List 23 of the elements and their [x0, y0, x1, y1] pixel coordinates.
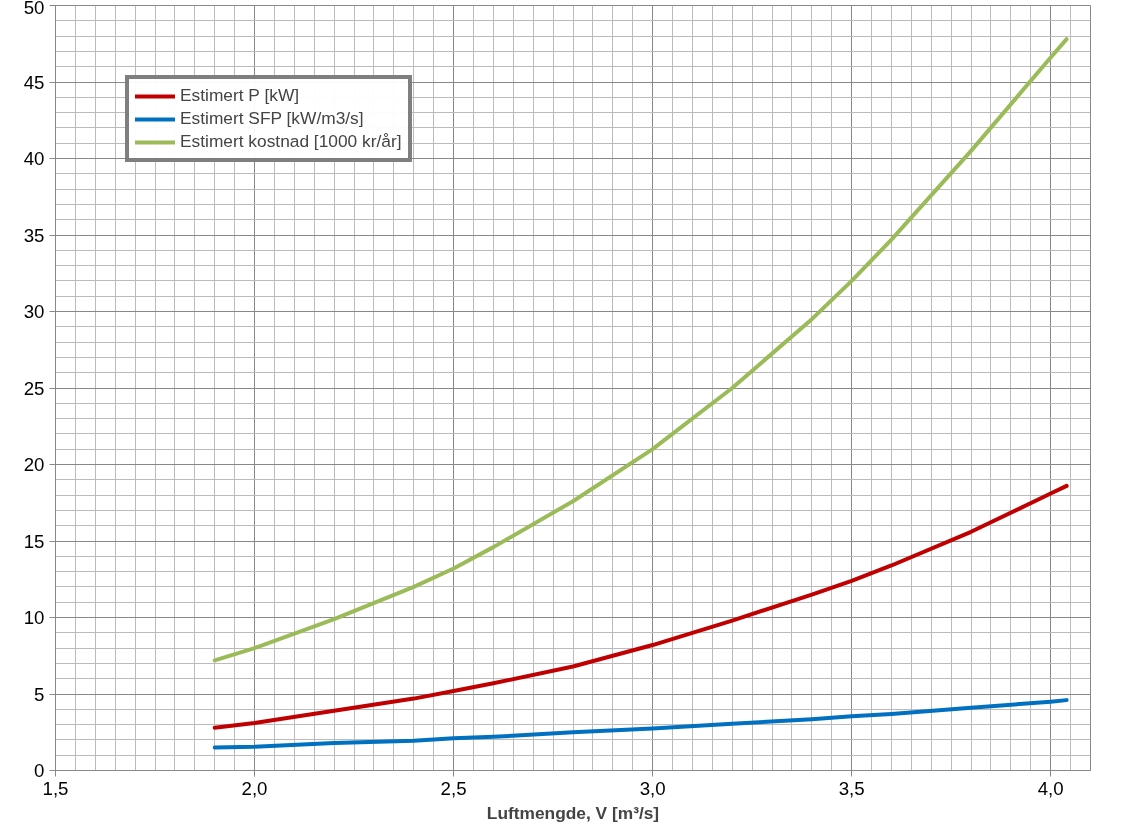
y-tick-label: 25 [23, 377, 45, 399]
legend-label: Estimert SFP [kW/m3/s] [180, 108, 364, 129]
x-tick-label: 3,5 [838, 777, 865, 799]
x-tick-label: 4,0 [1037, 777, 1064, 799]
y-tick-label: 10 [23, 607, 45, 628]
y-tick-label: 30 [23, 301, 45, 322]
y-tick-label: 50 [23, 0, 45, 18]
line-series [212, 698, 1069, 750]
y-tick-label: 0 [34, 760, 45, 781]
x-tick-label: 2,5 [440, 777, 467, 799]
y-tick-label: 15 [23, 530, 45, 552]
line-series [212, 483, 1069, 730]
x-axis-title: Luftmengde, V [m³/s] [486, 802, 660, 823]
legend-label: Estimert kostnad [1000 kr/år] [180, 131, 402, 152]
legend-label: Estimert P [kW] [180, 85, 300, 106]
y-tick-label: 45 [23, 71, 45, 93]
x-tick-label: 2,0 [241, 777, 268, 799]
x-tick-label: 3,0 [639, 777, 666, 799]
y-tick-label: 35 [23, 224, 45, 246]
x-tick-label: 1,5 [42, 777, 69, 799]
y-tick-label: 40 [23, 148, 45, 169]
y-tick-label: 20 [23, 454, 45, 475]
y-tick-label: 5 [34, 683, 45, 705]
